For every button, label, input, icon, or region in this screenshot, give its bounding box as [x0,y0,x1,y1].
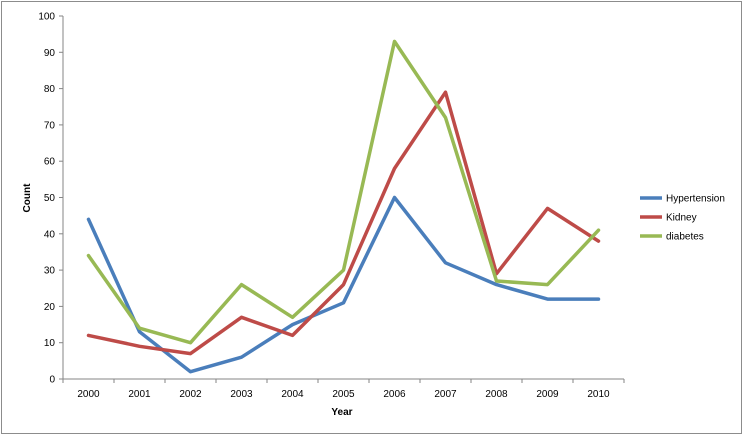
legend-label: Kidney [666,213,697,224]
series-line-kidney [86,90,601,356]
x-tick-label: 2007 [434,389,457,400]
x-tick-label: 2003 [230,389,253,400]
legend: Hypertension Kidney diabetes [640,194,725,243]
x-tick-label: 2008 [485,389,508,400]
y-tick-label: 90 [44,48,56,59]
series-lines [86,39,601,374]
y-tick-label: 80 [44,84,56,95]
y-tick-label: 10 [44,338,56,349]
y-tick-label: 40 [44,229,56,240]
y-tick-label: 50 [44,193,56,204]
axes: 0 10 20 30 40 50 60 70 80 90 100 2000 2001 2002 2003 20… [38,12,625,400]
y-tick-label: 30 [44,266,56,277]
legend-label: Hypertension [666,194,725,205]
series-line-hypertension [86,195,601,374]
y-tick-label: 70 [44,120,56,131]
x-tick-label: 2010 [587,389,610,400]
x-tick-label: 2000 [77,389,100,400]
series-line-diabetes [86,39,601,345]
x-tick-label: 2005 [332,389,355,400]
y-tick-label: 100 [38,12,55,23]
y-tick-label: 60 [44,157,56,168]
x-axis-title: Year [331,407,352,418]
x-tick-label: 2006 [383,389,406,400]
x-tick-label: 2002 [179,389,202,400]
x-tick-label: 2009 [536,389,559,400]
legend-label: diabetes [666,232,704,243]
y-tick-label: 0 [49,375,55,386]
y-axis-title: Count [22,183,33,213]
x-tick-label: 2001 [128,389,151,400]
x-tick-label: 2004 [281,389,304,400]
y-tick-label: 20 [44,302,56,313]
